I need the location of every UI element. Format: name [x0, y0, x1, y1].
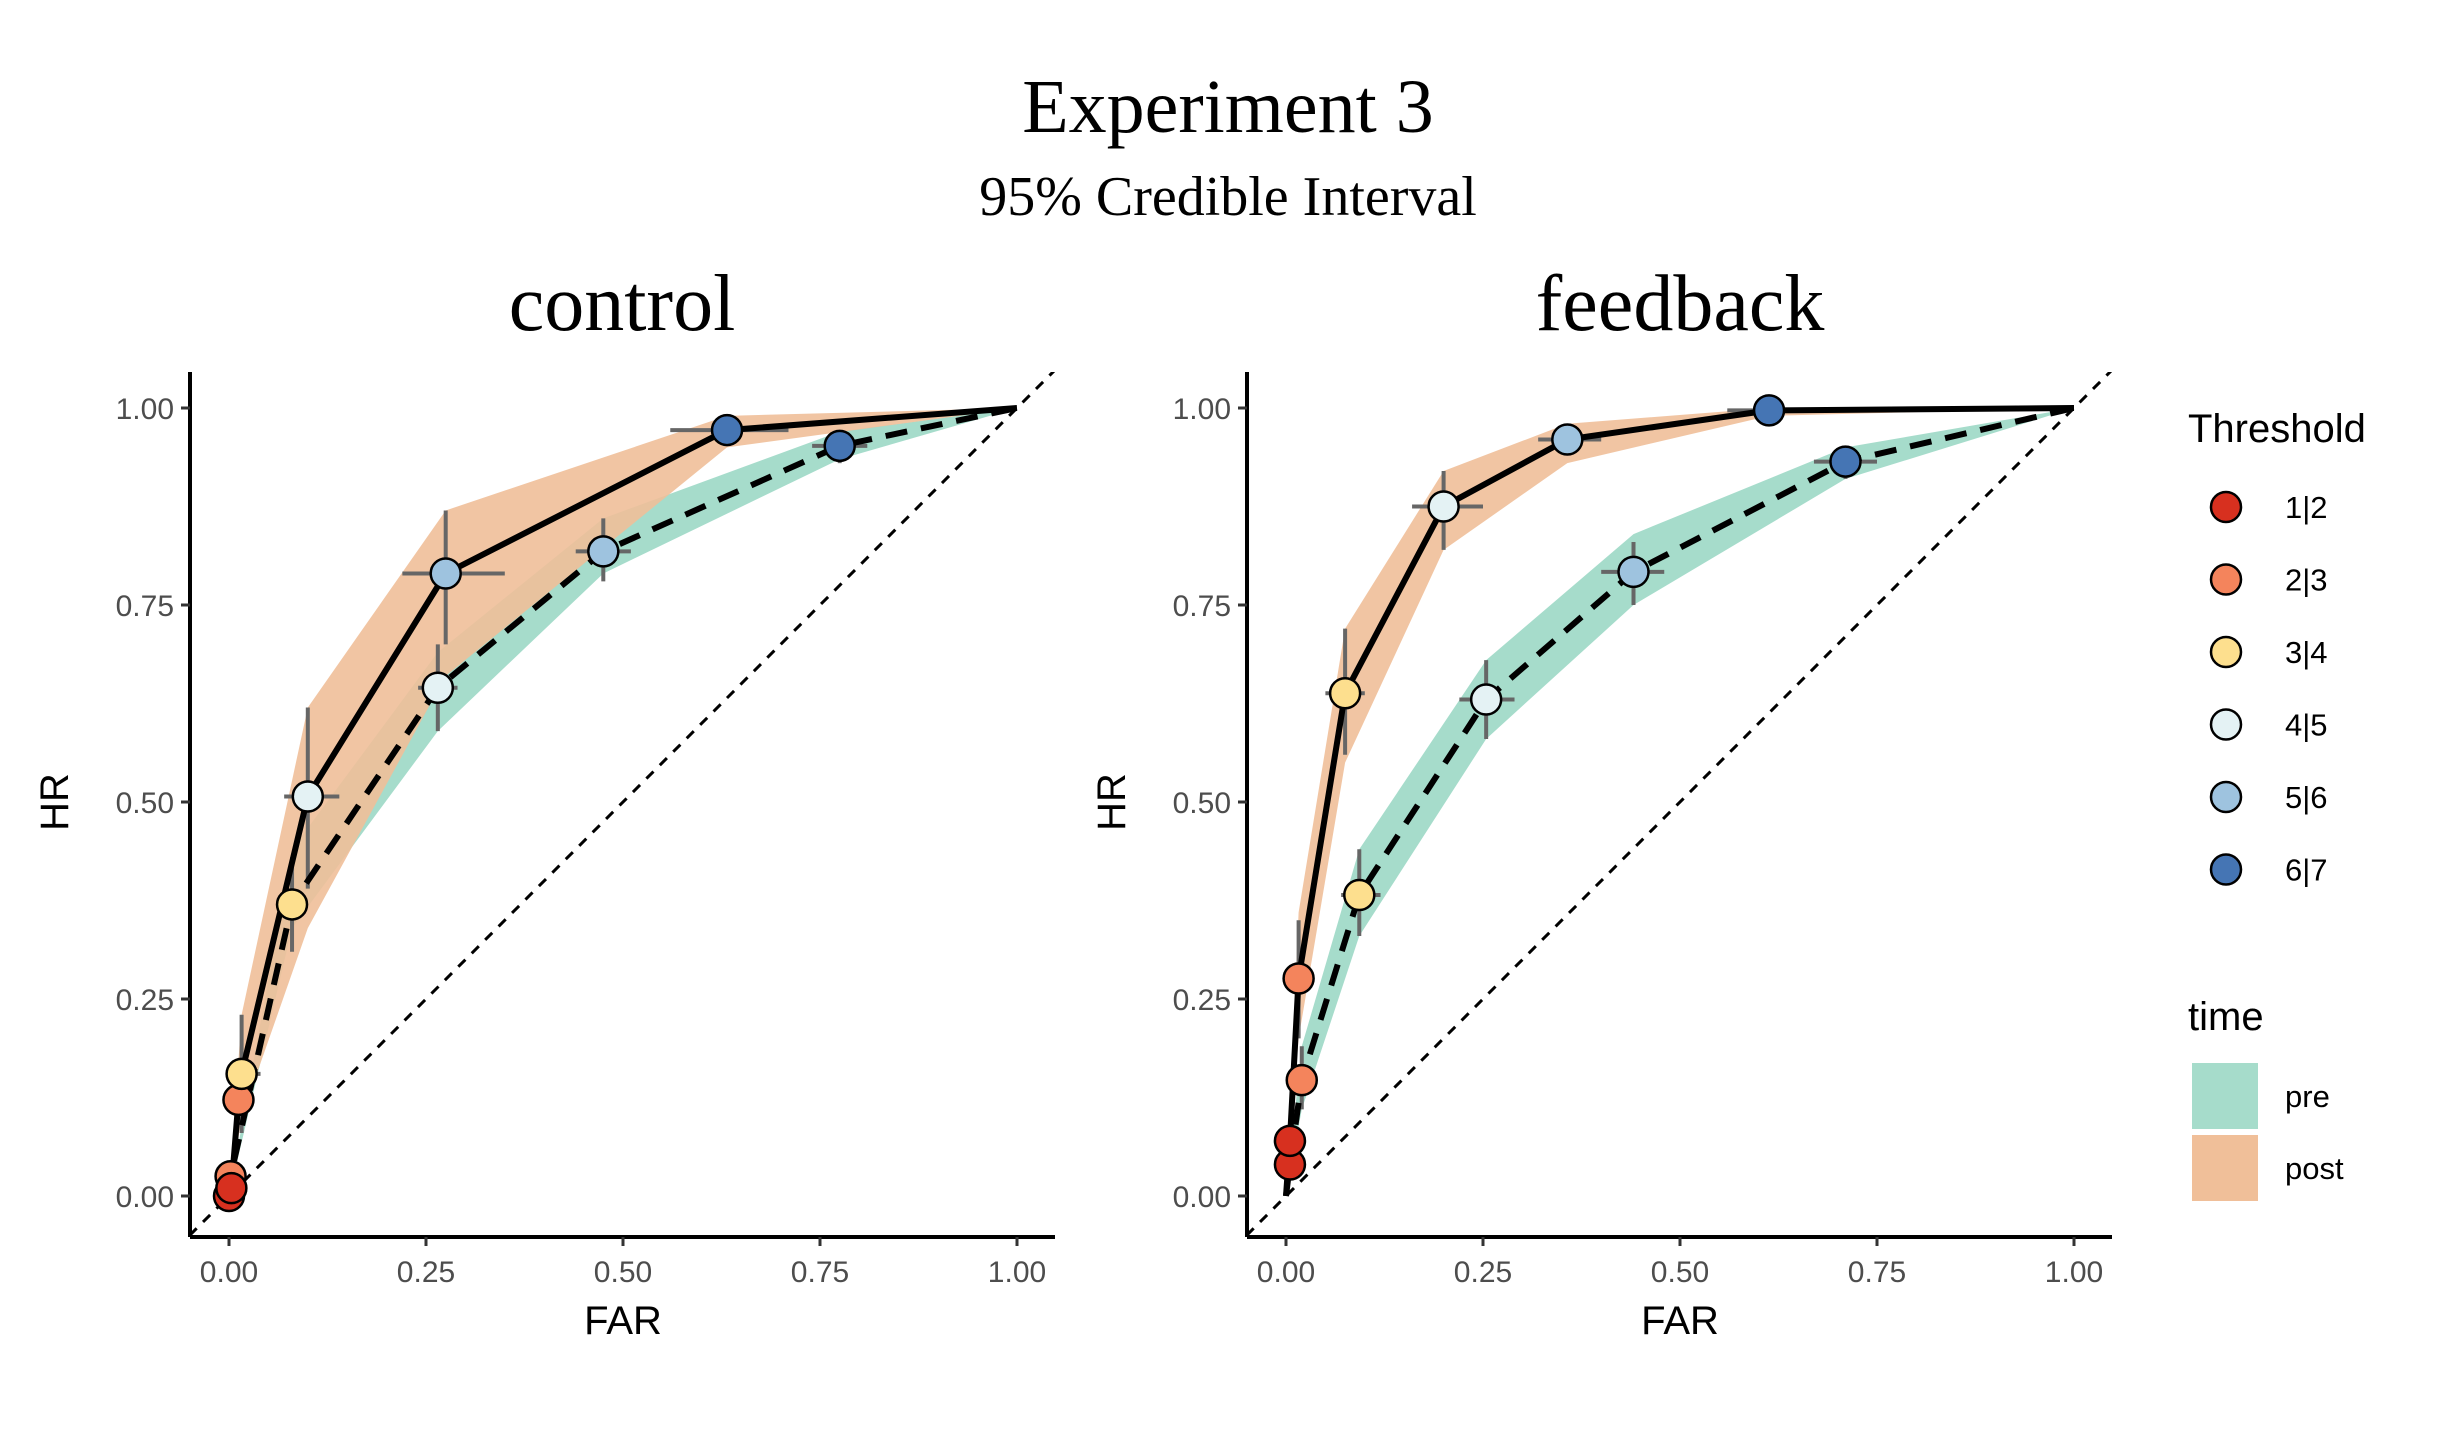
- point-pre-5-6: [1617, 555, 1650, 589]
- x-axis-title: FAR: [1641, 1299, 1719, 1343]
- legend-threshold-key: [2209, 853, 2243, 886]
- y-tick-label: 0.00: [116, 1181, 174, 1214]
- y-tick-label: 0.25: [116, 984, 174, 1017]
- panel-title: feedback: [1536, 260, 1825, 348]
- plot-area: [190, 372, 1055, 1237]
- roc-line-post: [1283, 405, 2075, 1197]
- legend-threshold-key: [2209, 635, 2243, 669]
- x-tick-label: 0.50: [1651, 1256, 1709, 1289]
- legend-time-key-post: [2192, 1135, 2258, 1201]
- point-post-4-5: [1427, 490, 1460, 523]
- legend-threshold-label: 3|4: [2285, 635, 2328, 670]
- chance-line: [1247, 372, 2112, 1237]
- legend-time-label: pre: [2285, 1079, 2330, 1114]
- y-tick-label: 0.50: [116, 787, 174, 820]
- chance-line: [190, 372, 1055, 1237]
- y-tick-label: 1.00: [116, 393, 174, 426]
- y-tick-label: 0.25: [1173, 984, 1231, 1017]
- point-pre-6-7: [823, 429, 856, 463]
- legend-time-title: time: [2188, 995, 2264, 1039]
- x-tick-label: 0.25: [397, 1256, 455, 1289]
- legend-time-label: post: [2285, 1151, 2344, 1186]
- figure-title: Experiment 3: [1022, 65, 1434, 149]
- panel-title: control: [509, 260, 736, 348]
- legend-threshold-key: [2209, 708, 2243, 741]
- legend-threshold-key: [2209, 780, 2243, 814]
- x-tick-label: 0.00: [1257, 1256, 1315, 1289]
- point-pre-6-7: [1829, 445, 1862, 478]
- legend-threshold-label: 1|2: [2285, 490, 2328, 525]
- point-post-3-4: [225, 1057, 258, 1091]
- x-tick-label: 0.50: [594, 1256, 652, 1289]
- point-post-5-6: [1551, 423, 1584, 456]
- point-pre-2-3: [1285, 1063, 1319, 1097]
- x-axis-title: FAR: [584, 1299, 662, 1343]
- point-post-2-3: [1282, 962, 1315, 995]
- legend-threshold-title: Threshold: [2188, 407, 2366, 451]
- legend-threshold-items: 1|2 2|3 3|4 4|5 5|6 6|7: [2209, 490, 2328, 888]
- legend-threshold-label: 6|7: [2285, 853, 2328, 888]
- y-tick-label: 0.50: [1173, 787, 1231, 820]
- legend-threshold-label: 5|6: [2285, 780, 2328, 815]
- panel-control: control 0.00 0.25 0.50 0.75 1.00 0.00 0.25 0.50 0…: [33, 260, 1055, 1343]
- point-pre-5-6: [587, 535, 620, 568]
- legend-threshold-label: 4|5: [2285, 708, 2328, 743]
- x-tick-label: 1.00: [988, 1256, 1046, 1289]
- legend-threshold-label: 2|3: [2285, 563, 2328, 598]
- panel-feedback: feedback 0.00 0.25 0.50 0.75 1.00 0.00 0.25 0.50…: [1090, 260, 2112, 1343]
- ci-band-pre: [1286, 408, 2074, 1196]
- y-tick-label: 0.75: [1173, 590, 1231, 623]
- point-post-6-7: [1752, 394, 1786, 427]
- legend-threshold-key: [2209, 563, 2243, 596]
- point-pre-4-5: [421, 671, 455, 704]
- legend-time-key-pre: [2192, 1063, 2258, 1129]
- legend: Threshold 1|2 2|3 3|4 4|5 5|6 6|7 time pre pos…: [2188, 407, 2366, 1201]
- y-tick-label: 0.75: [116, 590, 174, 623]
- x-tick-label: 1.00: [2045, 1256, 2103, 1289]
- x-tick-label: 0.00: [200, 1256, 258, 1289]
- point-post-4-5: [291, 780, 325, 813]
- point-post-1-2: [215, 1171, 248, 1205]
- x-tick-label: 0.75: [791, 1256, 849, 1289]
- point-post-3-4: [1328, 677, 1362, 710]
- point-pre-3-4: [275, 888, 309, 921]
- point-post-5-6: [429, 557, 462, 590]
- legend-threshold-key: [2209, 490, 2243, 524]
- x-tick-label: 0.75: [1848, 1256, 1906, 1289]
- y-tick-label: 0.00: [1173, 1181, 1231, 1214]
- plot-area: [1247, 372, 2112, 1237]
- point-post-1-2: [1273, 1124, 1307, 1158]
- y-axis-title: HR: [33, 773, 77, 831]
- legend-time-items: pre post: [2192, 1063, 2344, 1201]
- y-tick-label: 1.00: [1173, 393, 1231, 426]
- point-pre-4-5: [1469, 683, 1503, 716]
- point-pre-3-4: [1343, 878, 1376, 912]
- x-tick-label: 0.25: [1454, 1256, 1512, 1289]
- point-post-6-7: [710, 413, 744, 447]
- figure-subtitle: 95% Credible Interval: [979, 166, 1477, 228]
- y-axis-title: HR: [1090, 773, 1134, 831]
